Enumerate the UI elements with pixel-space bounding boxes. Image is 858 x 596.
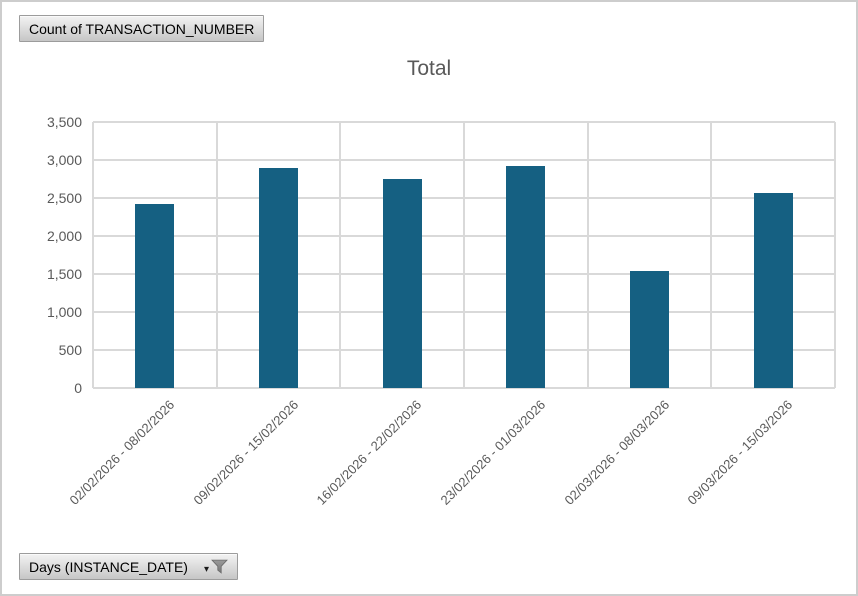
y-axis-tick-label: 0 [74, 380, 82, 396]
gridline-vertical [463, 122, 465, 388]
gridline-vertical [215, 122, 218, 388]
dropdown-arrow-icon[interactable]: ▾ [203, 564, 209, 575]
x-axis-label: 16/02/2026 - 22/02/2026 [313, 397, 425, 508]
y-axis-tick-label: 3,500 [46, 114, 82, 130]
bar[interactable] [135, 204, 175, 388]
bar[interactable] [753, 193, 793, 388]
y-axis-tick-label: 1,000 [46, 304, 82, 320]
y-axis-tick-label: 1,500 [46, 266, 82, 282]
axis-field-button[interactable]: Days (INSTANCE_DATE) ▾ [19, 553, 238, 580]
gridline-vertical [834, 122, 836, 388]
y-axis-tick-label: 2,500 [46, 190, 82, 206]
bar[interactable] [382, 179, 422, 388]
gridline-vertical [710, 122, 713, 388]
gridline-vertical [92, 122, 94, 388]
value-field-button-label: Count of TRANSACTION_NUMBER [29, 20, 255, 37]
bar[interactable] [506, 166, 546, 388]
y-axis-tick-label: 3,000 [46, 152, 82, 168]
bar[interactable] [630, 270, 669, 388]
x-axis-label: 23/02/2026 - 01/03/2026 [437, 397, 549, 508]
y-axis-tick-label: 2,000 [46, 228, 82, 244]
gridline-vertical [339, 122, 342, 388]
y-axis-tick-label: 500 [58, 342, 82, 358]
value-field-button[interactable]: Count of TRANSACTION_NUMBER [19, 15, 265, 42]
y-axis: 0 500 1,000 1,500 2,000 2,500 3,000 3,500 [2, 115, 82, 395]
gridline-vertical [586, 122, 589, 388]
plot-area [92, 121, 836, 389]
bar[interactable] [259, 168, 298, 388]
filter-funnel-icon[interactable] [211, 558, 228, 575]
x-axis-label: 09/02/2026 - 15/02/2026 [190, 397, 302, 508]
chart-title: Total [406, 57, 452, 80]
gridline-horizontal [93, 387, 835, 389]
x-axis-label: 02/02/2026 - 08/02/2026 [66, 397, 178, 508]
axis-field-button-label: Days (INSTANCE_DATE) [29, 558, 188, 575]
x-axis-label: 02/03/2026 - 08/03/2026 [561, 397, 673, 508]
x-axis-labels: 02/02/2026 - 08/02/2026 09/02/2026 - 15/0… [67, 391, 835, 566]
axis-field-button-icons: ▾ [204, 558, 228, 575]
x-axis-label: 09/03/2026 - 15/03/2026 [684, 397, 796, 508]
